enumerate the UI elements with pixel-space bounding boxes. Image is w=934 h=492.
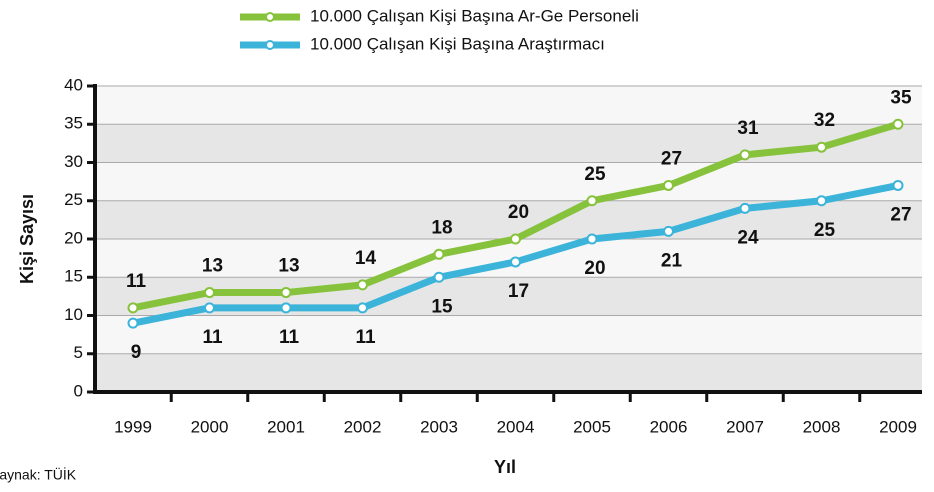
plot-band	[95, 86, 922, 125]
data-label: 27	[661, 148, 682, 169]
y-tick-label: 10	[64, 305, 83, 324]
data-label: 21	[661, 250, 683, 271]
point	[204, 302, 215, 314]
source-note: Kaynak: TÜİK	[0, 466, 77, 483]
x-tick-label: 2001	[267, 417, 305, 436]
data-label: 35	[890, 87, 912, 108]
data-label: 25	[814, 220, 836, 241]
data-label: 14	[355, 248, 377, 269]
legend-marker	[265, 12, 275, 22]
point	[433, 271, 445, 283]
point	[663, 225, 674, 237]
y-tick-label: 35	[64, 114, 83, 133]
data-label: 9	[131, 342, 142, 363]
plot-band	[95, 353, 922, 392]
data-label: 13	[278, 256, 299, 277]
y-tick-label: 0	[74, 381, 83, 400]
x-tick-label: 2006	[650, 417, 688, 436]
point	[663, 179, 674, 191]
x-tick-label: 2005	[573, 417, 611, 436]
data-label: 11	[126, 271, 147, 292]
plot-band	[95, 124, 922, 163]
data-label: 15	[431, 296, 453, 317]
y-tick-label: 30	[64, 152, 83, 171]
data-label: 31	[737, 118, 759, 139]
plot-band	[95, 239, 922, 278]
data-label: 13	[202, 256, 223, 277]
y-tick-label: 25	[64, 190, 83, 209]
point	[510, 233, 521, 245]
data-label: 20	[508, 202, 529, 223]
y-tick-label: 15	[64, 267, 83, 286]
data-label: 27	[890, 204, 911, 225]
point	[127, 317, 139, 329]
point	[280, 287, 292, 299]
y-tick-label: 20	[64, 228, 83, 247]
point	[357, 279, 368, 291]
x-tick-label: 2004	[497, 417, 535, 436]
x-tick-label: 2008	[803, 417, 841, 436]
point	[586, 195, 598, 207]
x-axis-label: Yıl	[494, 457, 516, 477]
data-label: 11	[355, 327, 376, 348]
data-label: 11	[202, 327, 223, 348]
point	[280, 302, 292, 314]
data-label: 17	[508, 281, 529, 302]
point	[586, 233, 598, 245]
y-tick-label: 40	[64, 75, 83, 94]
point	[892, 179, 904, 191]
point	[204, 287, 215, 299]
point	[357, 302, 368, 314]
x-tick-label: 2003	[420, 417, 458, 436]
data-label: 32	[814, 110, 835, 131]
x-tick-label: 2009	[879, 417, 917, 436]
point	[892, 118, 904, 130]
point	[739, 149, 751, 161]
y-axis-label: Kişi Sayısı	[17, 194, 37, 284]
legend-marker	[265, 40, 275, 50]
legend-label: 10.000 Çalışan Kişi Başına Ar-Ge Persone…	[310, 6, 639, 25]
x-tick-label: 2000	[191, 417, 229, 436]
plot-band	[95, 315, 922, 354]
point	[739, 202, 751, 214]
x-tick-label: 2002	[344, 417, 382, 436]
data-label: 20	[584, 258, 605, 279]
point	[127, 302, 139, 314]
y-tick-label: 5	[74, 343, 83, 362]
point	[433, 248, 445, 260]
point	[816, 195, 827, 207]
data-label: 18	[431, 217, 452, 238]
x-tick-label: 1999	[114, 417, 152, 436]
data-label: 25	[584, 164, 606, 185]
legend-label: 10.000 Çalışan Kişi Başına Araştırmacı	[310, 34, 605, 53]
plot-band	[95, 162, 922, 201]
data-label: 24	[737, 227, 759, 248]
x-tick-label: 2007	[726, 417, 764, 436]
point	[816, 141, 827, 153]
data-label: 11	[279, 327, 300, 348]
point	[510, 256, 521, 268]
